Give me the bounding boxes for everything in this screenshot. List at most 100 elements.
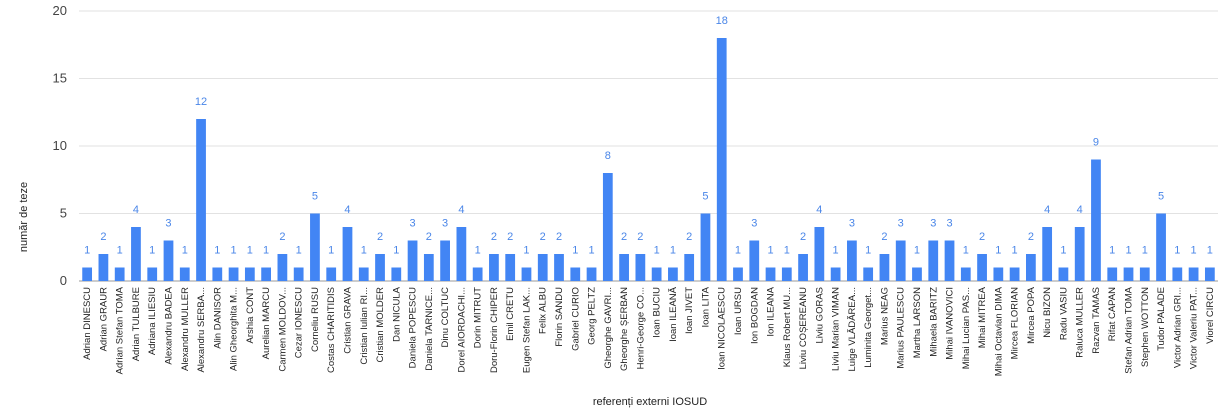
data-label: 4 — [133, 204, 139, 216]
data-label: 2 — [377, 231, 383, 243]
x-tick-label: Arshia CONT — [245, 287, 256, 344]
x-tick-label: Mihai Lucian PAS... — [961, 287, 972, 369]
bar — [814, 227, 825, 281]
x-tick-label: Adrian TULBURE — [131, 287, 142, 361]
bar — [928, 240, 939, 281]
bar — [635, 254, 646, 281]
x-tick-label: Eugen Stefan LAK... — [521, 287, 532, 373]
data-label: 2 — [686, 231, 692, 243]
bar — [879, 254, 890, 281]
x-tick-label: Gabriel CURIO — [570, 287, 581, 351]
data-label: 1 — [963, 245, 969, 257]
bar — [960, 267, 971, 281]
x-tick-label: Luige VLĂDĂREA... — [847, 287, 858, 372]
y-axis-ticks: 0 5 10 15 20 — [53, 3, 67, 288]
x-tick-label: Gheorghe ȘERBAN — [619, 287, 630, 371]
x-tick-label: Daniela TARNICE... — [424, 287, 435, 371]
bar — [277, 254, 288, 281]
x-tick-label: Ioan ILEANĂ — [668, 286, 679, 342]
data-label: 1 — [263, 245, 269, 257]
bar — [651, 267, 662, 281]
x-tick-label: Daniela POPESCU — [408, 287, 419, 368]
bar — [375, 254, 385, 281]
data-label: 1 — [1191, 245, 1197, 257]
bar — [407, 240, 418, 281]
x-tick-label: Ioan URSU — [733, 287, 744, 335]
x-tick-label: Liviu COȘEREANU — [798, 287, 809, 369]
x-tick-label: Luminita Georget... — [863, 287, 874, 368]
data-label: 1 — [149, 245, 155, 257]
bar — [1107, 267, 1118, 281]
x-tick-label: Adrian Stefan TOMA — [115, 286, 126, 374]
data-label: 4 — [458, 204, 464, 216]
x-tick-label: Alexandru SERBA... — [196, 287, 207, 373]
x-tick-label: Liviu Marian VIMAN — [831, 287, 842, 371]
x-tick-label: Florin SANDU — [554, 287, 565, 347]
bar — [293, 267, 304, 281]
bar — [733, 267, 743, 281]
bar — [261, 267, 272, 281]
bar — [977, 254, 987, 281]
bar — [944, 240, 955, 281]
x-tick-label: Radu VASIU — [1058, 287, 1069, 340]
bar — [489, 254, 499, 281]
x-tick-label: Stephen WOTTON — [1140, 287, 1151, 367]
data-label: 1 — [588, 245, 594, 257]
data-label: 1 — [1142, 245, 1148, 257]
data-label: 1 — [1174, 245, 1180, 257]
data-label: 3 — [946, 218, 952, 230]
x-tick-label: Cezar IONESCU — [294, 287, 305, 358]
data-label: 1 — [523, 245, 529, 257]
x-tick-label: Costas CHARITIDIS — [326, 287, 337, 373]
x-tick-label: Alexandru BADEA — [163, 286, 174, 364]
data-label: 1 — [654, 245, 660, 257]
data-label: 4 — [1044, 204, 1050, 216]
bar — [700, 213, 711, 281]
x-tick-label: Ion ILEANA — [766, 286, 777, 336]
x-tick-label: Doru-Florin CHIPER — [489, 287, 500, 373]
bar — [472, 267, 483, 281]
bar — [798, 254, 808, 281]
x-tick-label: Ioan JIVET — [684, 287, 695, 334]
data-label: 5 — [312, 191, 318, 203]
bar — [993, 267, 1004, 281]
bar — [1091, 159, 1101, 281]
bar — [82, 267, 93, 281]
x-tick-label: Raluca MULLER — [1075, 287, 1086, 358]
data-label: 1 — [767, 245, 773, 257]
data-label: 12 — [195, 96, 207, 108]
data-label: 1 — [914, 245, 920, 257]
bar — [765, 267, 776, 281]
data-label: 1 — [475, 245, 481, 257]
bar — [830, 267, 841, 281]
data-label: 3 — [410, 218, 416, 230]
x-tick-label: Rifat CAPAN — [1107, 287, 1118, 341]
bar — [505, 254, 516, 281]
bar — [521, 267, 532, 281]
data-label: 1 — [995, 245, 1001, 257]
data-label: 1 — [296, 245, 302, 257]
x-tick-label: Mircea FLORIAN — [1010, 287, 1021, 359]
bar — [684, 254, 695, 281]
x-tick-label: Marius PAULESCU — [896, 287, 907, 369]
x-tick-label: Stefan Adrian TOMA — [1124, 286, 1135, 373]
bar — [196, 119, 206, 281]
x-tick-label: Victor Adrian GRI... — [1172, 287, 1183, 368]
bar — [749, 240, 760, 281]
x-tick-label: Emil CRETU — [505, 287, 516, 341]
bar — [847, 240, 857, 281]
x-tick-label: Tudor PALADE — [1156, 287, 1167, 351]
x-tick-label: Ioan NICOLAESCU — [717, 287, 728, 370]
bar — [602, 173, 613, 281]
data-label: 1 — [84, 245, 90, 257]
data-label: 2 — [979, 231, 985, 243]
data-label: 1 — [214, 245, 220, 257]
data-label: 1 — [735, 245, 741, 257]
data-label: 2 — [800, 231, 806, 243]
bar — [895, 240, 906, 281]
x-tick-label: Ioan BUCIU — [652, 287, 663, 338]
x-tick-label: Alexandru MULLER — [180, 287, 191, 371]
x-tick-label: Aurelian MARCU — [261, 287, 272, 359]
bar — [342, 227, 353, 281]
